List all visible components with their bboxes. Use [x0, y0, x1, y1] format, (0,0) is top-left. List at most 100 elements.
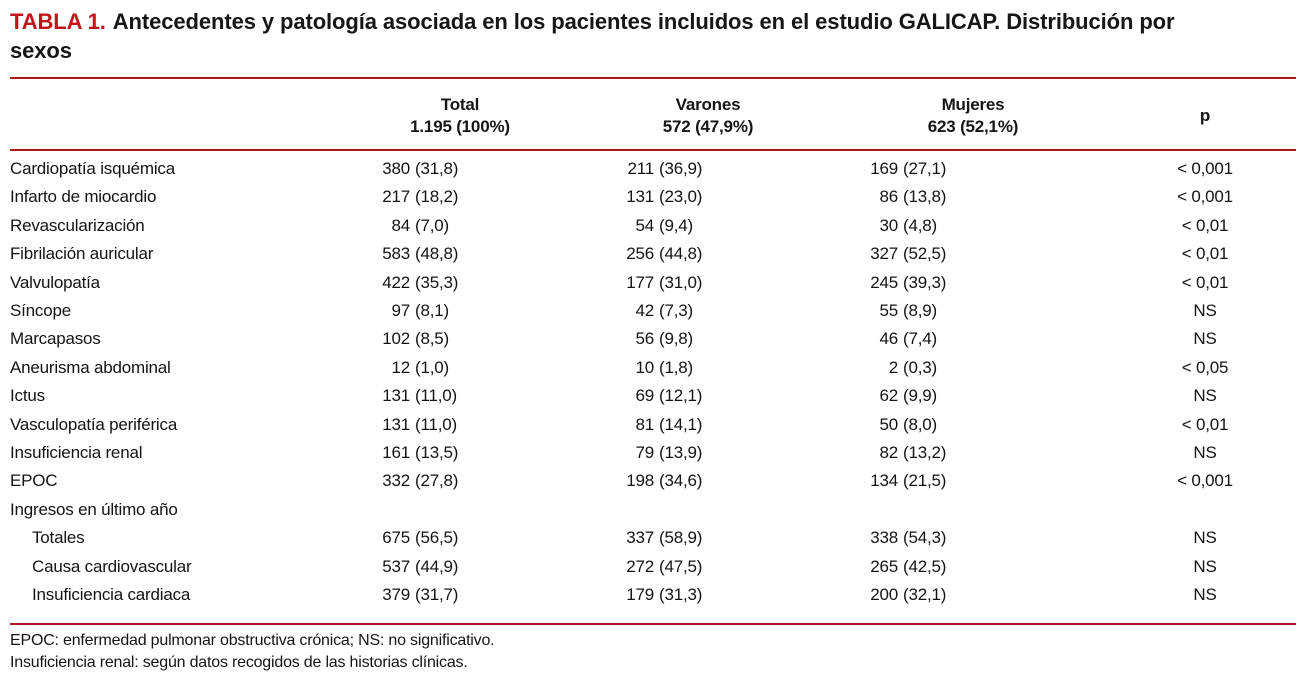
footnote-abbreviations: EPOC: enfermedad pulmonar obstructiva cr… [10, 632, 495, 649]
cell-count: 337 [626, 528, 654, 548]
cell-percentage: (31,7) [415, 585, 459, 605]
cell-varones: 256 (44,8) [558, 240, 858, 268]
row-label: Marcapasos [10, 329, 101, 349]
cell-mujeres: 265 (42,5) [858, 553, 1088, 581]
row-label: Síncope [10, 301, 71, 321]
row-label: Aneurisma abdominal [10, 357, 171, 377]
col-header-total-label: Total [440, 94, 480, 114]
row-label: Infarto de miocardio [10, 187, 157, 207]
cell-mujeres: 82 (13,2) [858, 439, 1088, 467]
table-row: Fibrilación auricular 583 (48,8) 256 (44,8) 3… [10, 240, 1296, 268]
cell-percentage: (13,8) [903, 187, 947, 207]
cell-total: 131 (11,0) [362, 411, 558, 439]
cell-percentage: (14,1) [659, 414, 703, 434]
cell-count: 379 [382, 585, 410, 605]
cell-total: 379 (31,7) [362, 581, 558, 609]
cell-total [362, 496, 558, 524]
cell-count: 217 [382, 187, 410, 207]
cell-percentage: (58,9) [659, 528, 703, 548]
cell-percentage: (27,1) [903, 159, 947, 178]
cell-percentage: (7,0) [415, 215, 449, 235]
cell-count: 12 [391, 357, 410, 377]
col-header-varones-count: 572 (47,9%) [662, 116, 754, 136]
cell-percentage: (18,2) [415, 187, 459, 207]
cell-count: 102 [382, 329, 410, 349]
cell-count: 54 [635, 215, 654, 235]
table-number-label: TABLA 1. [10, 9, 106, 34]
table-row: Insuficiencia cardiaca 379 (31,7) 179 (31,3)… [10, 581, 1296, 609]
cell-count: 131 [626, 187, 654, 207]
cell-percentage: (13,2) [903, 443, 947, 463]
cell-percentage: (23,0) [659, 187, 703, 207]
cell-percentage: (31,8) [415, 159, 459, 178]
cell-percentage: (21,5) [903, 471, 947, 491]
title-text: Antecedentes y patología asociada en los… [112, 9, 1175, 34]
cell-varones: 131 (23,0) [558, 183, 858, 211]
cell-p-value: NS [1193, 386, 1217, 406]
cell-total: 422 (35,3) [362, 269, 558, 297]
footnote-renal: Insuficiencia renal: según datos recogid… [10, 653, 468, 671]
cell-varones: 179 (31,3) [558, 581, 858, 609]
cell-count: 327 [870, 244, 898, 264]
cell-count: 675 [382, 528, 410, 548]
table-title: TABLA 1. Antecedentes y patología asociad… [10, 7, 1306, 65]
data-table: Total 1.195 (100%) Varones 572 (47,9%) M… [10, 84, 1296, 610]
cell-count: 537 [382, 556, 410, 576]
cell-total: 97 (8,1) [362, 297, 558, 325]
cell-percentage: (11,0) [415, 386, 457, 406]
cell-percentage: (36,9) [659, 159, 703, 178]
cell-total: 217 (18,2) [362, 183, 558, 211]
cell-p-value: NS [1193, 301, 1217, 321]
cell-mujeres: 86 (13,8) [858, 183, 1088, 211]
cell-p-value: NS [1193, 528, 1217, 548]
cell-percentage: (31,0) [659, 272, 703, 292]
cell-count: 583 [382, 244, 410, 264]
cell-mujeres: 2 (0,3) [858, 354, 1088, 382]
cell-count: 97 [391, 301, 410, 321]
table-row: Infarto de miocardio 217 (18,2) 131 (23,0) 86… [10, 183, 1296, 211]
cell-count: 46 [879, 329, 898, 349]
table-row: Causa cardiovascular 537 (44,9) 272 (47,5) 26… [10, 553, 1296, 581]
cell-p-value: < 0,001 [1177, 471, 1233, 491]
cell-count: 86 [879, 187, 898, 207]
row-label: Revascularización [10, 215, 145, 235]
row-label: Causa cardiovascular [32, 556, 192, 576]
cell-total: 131 (11,0) [362, 382, 558, 410]
cell-count: 84 [391, 215, 410, 235]
cell-percentage: (1,8) [659, 357, 693, 377]
cell-count: 265 [870, 556, 898, 576]
table-row: Insuficiencia renal 161 (13,5) 79 (13,9) 82 (1… [10, 439, 1296, 467]
cell-p-value: < 0,01 [1181, 244, 1229, 264]
cell-count: 245 [870, 272, 898, 292]
cell-mujeres: 338 (54,3) [858, 524, 1088, 552]
table-row: Ingresos en último año [10, 496, 1296, 524]
cell-varones: 211 (36,9) [558, 147, 858, 183]
cell-varones: 177 (31,0) [558, 269, 858, 297]
cell-count: 177 [626, 272, 654, 292]
cell-varones: 56 (9,8) [558, 325, 858, 353]
cell-count: 30 [879, 215, 898, 235]
cell-varones: 10 (1,8) [558, 354, 858, 382]
cell-varones: 198 (34,6) [558, 467, 858, 495]
row-label: Fibrilación auricular [10, 244, 154, 264]
cell-percentage: (54,3) [903, 528, 947, 548]
cell-mujeres: 46 (7,4) [858, 325, 1088, 353]
cell-percentage: (9,9) [903, 386, 937, 406]
cell-percentage: (47,5) [659, 556, 703, 576]
row-label: Ictus [10, 386, 45, 406]
cell-mujeres [858, 496, 1088, 524]
table-row: Marcapasos 102 (8,5) 56 (9,8) 46 (7,4) NS [10, 325, 1296, 353]
table-row: EPOC 332 (27,8) 198 (34,6) 134 (21,5) < 0,001 [10, 467, 1296, 495]
cell-count: 131 [382, 414, 410, 434]
col-header-total-count: 1.195 (100%) [410, 116, 510, 136]
table-row: Síncope 97 (8,1) 42 (7,3) 55 (8,9) NS [10, 297, 1296, 325]
cell-percentage: (8,1) [415, 301, 449, 321]
cell-varones [558, 496, 858, 524]
table-row: Totales 675 (56,5) 337 (58,9) 338 (54,3) NS [10, 524, 1296, 552]
cell-total: 380 (31,8) [362, 147, 558, 183]
cell-count: 56 [635, 329, 654, 349]
table-row: Vasculopatía periférica 131 (11,0) 81 (14,1)… [10, 411, 1296, 439]
cell-total: 583 (48,8) [362, 240, 558, 268]
cell-percentage: (1,0) [415, 357, 449, 377]
